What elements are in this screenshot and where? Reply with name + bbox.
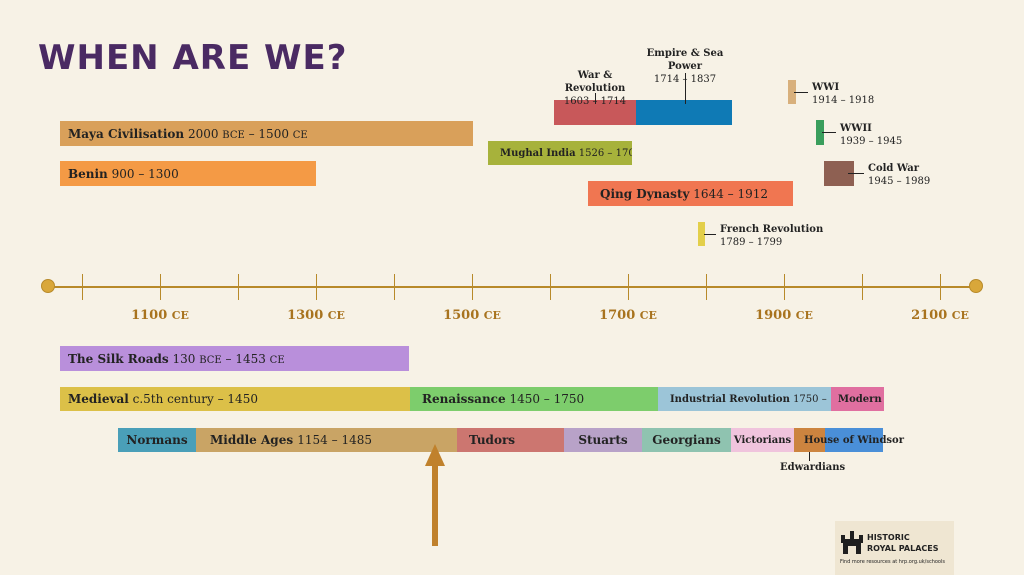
cold-war-name: Cold War (868, 163, 920, 174)
empire-sea-power-bar (636, 100, 732, 125)
silk-roads-bar: The Silk Roads 130 BCE – 1453 CE (60, 346, 409, 371)
tick (394, 274, 395, 300)
logo-box: HISTORIC ROYAL PALACES Find more resourc… (835, 521, 954, 575)
you-are-here-arrow (425, 444, 445, 546)
modern-label: Modern (838, 393, 882, 405)
axis-start-marker (41, 279, 55, 293)
tick (550, 274, 551, 300)
wwii-dates: 1939 – 1945 (840, 136, 903, 147)
logo-line-2: ROYAL PALACES (867, 544, 939, 553)
empire-sea-power-name: Empire & Sea Power (646, 48, 724, 72)
cold-war-leader (848, 173, 864, 174)
war-revolution-leader (595, 93, 596, 104)
tick (316, 274, 317, 300)
french-revolution-leader (704, 234, 716, 235)
era-middle-ages: Middle Ages 1154 – 1485 (196, 428, 457, 452)
era-normans: Normans (118, 428, 196, 452)
wwi-name: WWI (812, 82, 840, 93)
french-revolution-bar (698, 222, 705, 246)
qing-label: Qing Dynasty 1644 – 1912 (600, 186, 769, 201)
empire-sea-power-label: Empire & Sea Power 1714 – 1837 (630, 47, 740, 86)
year-label-1500: 1500 CE (443, 308, 501, 323)
year-label-2100: 2100 CE (911, 308, 969, 323)
logo-text: HISTORIC ROYAL PALACES (867, 532, 938, 554)
logo-footer: Find more resources at hrp.org.uk/school… (840, 559, 945, 565)
war-revolution-label: War & Revolution 1603 – 1714 (553, 69, 637, 108)
empire-sea-power-leader (685, 73, 686, 104)
tick (628, 274, 629, 300)
page-title: WHEN ARE WE? (38, 38, 348, 78)
wwi-leader (794, 92, 808, 93)
wwii-leader (822, 132, 836, 133)
year-label-1900: 1900 CE (755, 308, 813, 323)
year-label-1700: 1700 CE (599, 308, 657, 323)
wwi-bar (788, 80, 796, 104)
year-label-1100: 1100 CE (131, 308, 189, 323)
industrial-revolution-label: Industrial Revolution 1750 – 1900 (670, 393, 831, 405)
benin-label: Benin 900 – 1300 (68, 166, 179, 181)
tick (160, 274, 161, 300)
tick (472, 274, 473, 300)
qing-bar: Qing Dynasty 1644 – 1912 (588, 181, 793, 206)
crown-palace-icon (841, 531, 863, 554)
era-house-of-windsor: House of Windsor (804, 428, 904, 452)
maya-label: Maya Civilisation 2000 BCE – 1500 CE (68, 126, 308, 141)
benin-bar: Benin 900 – 1300 (60, 161, 316, 186)
wwii-name: WWII (840, 123, 872, 134)
maya-bar: Maya Civilisation 2000 BCE – 1500 CE (60, 121, 473, 146)
era-stuarts: Stuarts (564, 428, 642, 452)
silk-roads-label: The Silk Roads 130 BCE – 1453 CE (68, 351, 285, 366)
timeline-axis (48, 286, 976, 288)
tick (238, 274, 239, 300)
era-georgians: Georgians (642, 428, 731, 452)
medieval-bar: Medieval c.5th century – 1450 (60, 387, 410, 411)
renaissance-bar: Renaissance 1450 – 1750 (410, 387, 658, 411)
modern-bar: Modern (831, 387, 884, 411)
cold-war-label: Cold War 1945 – 1989 (868, 162, 930, 188)
empire-sea-power-dates: 1714 – 1837 (653, 74, 717, 85)
logo-line-1: HISTORIC (867, 533, 910, 542)
mughal-bar: Mughal India 1526 – 1707 (488, 141, 632, 165)
war-revolution-bar (554, 100, 636, 125)
wwii-label: WWII 1939 – 1945 (840, 122, 902, 148)
french-revolution-dates: 1789 – 1799 (720, 237, 783, 248)
wwi-dates: 1914 – 1918 (812, 95, 875, 106)
industrial-revolution-bar: Industrial Revolution 1750 – 1900 (658, 387, 831, 411)
tick (706, 274, 707, 300)
tick (862, 274, 863, 300)
wwi-label: WWI 1914 – 1918 (812, 81, 874, 107)
era-edwardians (794, 428, 825, 452)
renaissance-label: Renaissance 1450 – 1750 (422, 392, 585, 406)
medieval-label: Medieval c.5th century – 1450 (68, 392, 258, 406)
mughal-label: Mughal India 1526 – 1707 (500, 147, 632, 159)
french-revolution-name: French Revolution (720, 224, 824, 235)
era-victorians: Victorians (731, 428, 794, 452)
axis-end-marker (969, 279, 983, 293)
war-revolution-dates: 1603 – 1714 (563, 96, 627, 107)
war-revolution-name: War & Revolution (564, 70, 626, 94)
wwii-bar (816, 120, 824, 145)
edwardians-label: Edwardians (780, 462, 846, 473)
tick (940, 274, 941, 300)
tick (82, 274, 83, 300)
french-revolution-label: French Revolution 1789 – 1799 (720, 223, 823, 249)
era-tudors: Tudors (457, 428, 564, 452)
year-label-1300: 1300 CE (287, 308, 345, 323)
edwardians-leader (809, 452, 810, 461)
cold-war-dates: 1945 – 1989 (868, 176, 931, 187)
tick (784, 274, 785, 300)
